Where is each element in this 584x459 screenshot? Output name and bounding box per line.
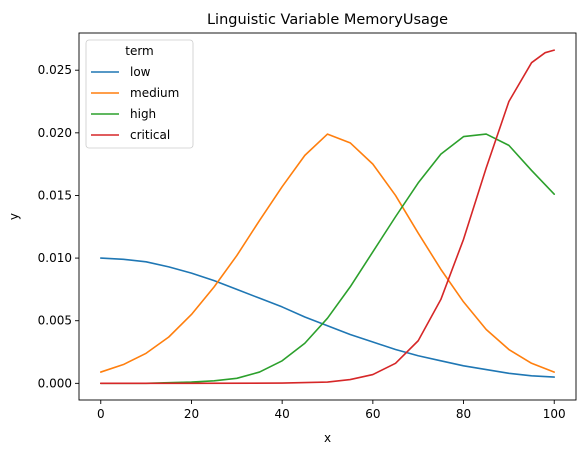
legend-label-high: high xyxy=(130,107,156,121)
series-lines xyxy=(99,49,556,385)
legend-title: term xyxy=(125,44,154,58)
y-tick-label: 0.020 xyxy=(38,126,72,140)
x-tick-label: 40 xyxy=(275,407,290,421)
series-line-medium xyxy=(99,133,556,373)
y-tick-label: 0.015 xyxy=(38,188,72,202)
x-axis-ticks: 0 20 40 60 80 100 xyxy=(97,400,566,421)
y-axis-label: y xyxy=(7,213,21,220)
y-axis-ticks: 0.000 0.005 0.010 0.015 0.020 0.025 xyxy=(38,63,79,390)
series-line-high xyxy=(99,133,556,385)
legend-box xyxy=(85,39,194,149)
series-line-low xyxy=(99,257,556,378)
legend: term low medium high critical xyxy=(85,39,194,149)
chart-title: Linguistic Variable MemoryUsage xyxy=(207,12,448,28)
legend-label-low: low xyxy=(130,65,151,79)
x-tick-label: 60 xyxy=(365,407,380,421)
y-tick-label: 0.000 xyxy=(38,376,72,390)
plot-area-frame xyxy=(78,32,577,401)
y-tick-label: 0.010 xyxy=(38,251,72,265)
x-tick-label: 20 xyxy=(184,407,199,421)
x-axis-label: x xyxy=(324,431,331,445)
legend-label-medium: medium xyxy=(130,86,179,100)
y-tick-label: 0.025 xyxy=(38,63,72,77)
legend-items: low medium high critical xyxy=(91,65,179,142)
x-tick-label: 100 xyxy=(543,407,566,421)
series-line-critical xyxy=(99,49,556,385)
x-tick-label: 0 xyxy=(97,407,105,421)
legend-label-critical: critical xyxy=(130,128,170,142)
x-tick-label: 80 xyxy=(456,407,471,421)
y-tick-label: 0.005 xyxy=(38,314,72,328)
